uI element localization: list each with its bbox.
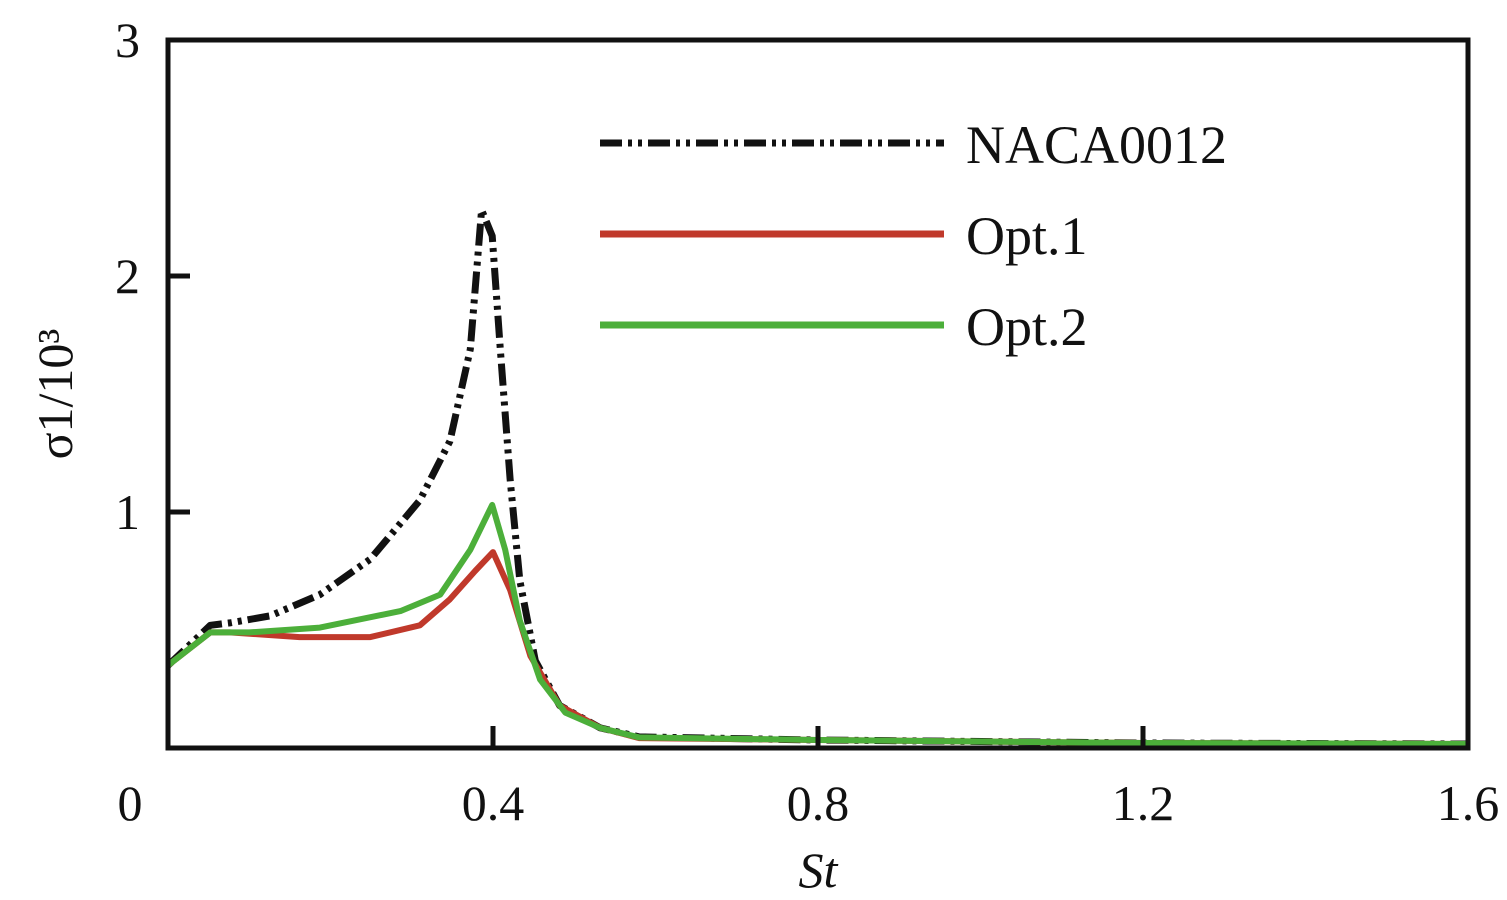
legend-item: NACA0012 xyxy=(600,115,1227,175)
y-tick-label: 1 xyxy=(115,484,140,540)
series-line-opt-2 xyxy=(166,501,1469,747)
x-tick-label: 0.8 xyxy=(787,775,850,831)
legend-item: Opt.2 xyxy=(600,297,1088,357)
y-tick-label: 3 xyxy=(115,12,140,68)
series-line-opt-1 xyxy=(166,549,1469,747)
legend-item: Opt.1 xyxy=(600,206,1088,266)
y-axis-label: σ1/10³ xyxy=(27,329,83,460)
plot-frame xyxy=(165,37,1471,751)
x-tick-label: 0 xyxy=(118,775,143,831)
x-tick-label: 0.4 xyxy=(462,775,525,831)
x-tick-label: 1.2 xyxy=(1112,775,1175,831)
legend-label: Opt.2 xyxy=(966,297,1088,357)
legend-label: NACA0012 xyxy=(966,115,1227,175)
x-tick-label: 1.6 xyxy=(1437,775,1500,831)
axis-ticks xyxy=(168,273,1146,748)
x-tick-labels: 0 0.4 0.8 1.2 1.6 xyxy=(118,775,1500,831)
plot-lines xyxy=(165,206,1469,748)
legend: NACA0012 Opt.1 Opt.2 xyxy=(600,115,1227,357)
series-line-naca0012 xyxy=(165,206,1469,748)
y-tick-labels: 1 2 3 xyxy=(115,12,140,540)
legend-label: Opt.1 xyxy=(966,206,1088,266)
x-axis-label: St xyxy=(799,842,839,898)
y-tick-label: 2 xyxy=(115,248,140,304)
